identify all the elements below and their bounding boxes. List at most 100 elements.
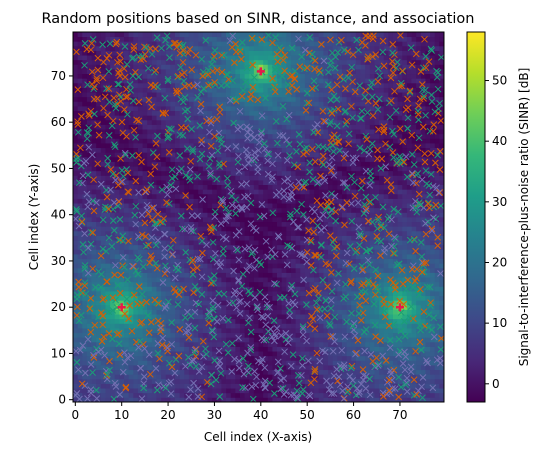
heatmap-cell	[137, 267, 143, 273]
heatmap-cell	[105, 198, 111, 204]
heatmap-cell	[244, 272, 250, 278]
heatmap-cell	[235, 115, 241, 121]
heatmap-cell	[290, 337, 296, 343]
heatmap-cell	[212, 267, 218, 273]
heatmap-cell	[193, 207, 199, 213]
heatmap-cell	[133, 383, 139, 389]
heatmap-cell	[253, 295, 259, 301]
heatmap-cell	[147, 119, 153, 125]
heatmap-cell	[202, 230, 208, 236]
heatmap-cell	[369, 365, 375, 371]
heatmap-cell	[165, 360, 171, 366]
heatmap-cell	[188, 318, 194, 324]
heatmap-cell	[300, 291, 306, 297]
heatmap-cell	[406, 300, 412, 306]
heatmap-cell	[244, 332, 250, 338]
heatmap-cell	[392, 328, 399, 334]
heatmap-cell	[258, 184, 264, 190]
heatmap-cell	[114, 221, 120, 227]
heatmap-cell	[77, 226, 83, 232]
heatmap-cell	[406, 258, 412, 264]
heatmap-cell	[434, 388, 440, 394]
heatmap-cell	[416, 300, 422, 306]
heatmap-cell	[239, 170, 245, 176]
heatmap-cell	[221, 189, 227, 195]
heatmap-cell	[198, 277, 204, 283]
heatmap-cell	[86, 175, 92, 181]
heatmap-cell	[397, 369, 403, 375]
heatmap-cell	[73, 263, 79, 269]
heatmap-cell	[439, 133, 444, 139]
heatmap-cell	[272, 184, 278, 190]
heatmap-cell	[114, 328, 120, 334]
heatmap-cell	[337, 374, 343, 380]
heatmap-cell	[235, 212, 241, 218]
heatmap-cell	[133, 244, 139, 250]
heatmap-cell	[96, 156, 102, 162]
heatmap-cell	[184, 291, 190, 297]
heatmap-cell	[300, 166, 306, 172]
heatmap-cell	[295, 152, 301, 158]
heatmap-cell	[430, 235, 436, 241]
heatmap-cell	[434, 240, 440, 246]
heatmap-cell	[110, 156, 116, 162]
heatmap-cell	[430, 221, 436, 227]
heatmap-cell	[439, 351, 444, 357]
heatmap-cell	[226, 267, 232, 273]
heatmap-cell	[365, 318, 371, 324]
heatmap-cell	[207, 244, 213, 250]
heatmap-cell	[73, 230, 79, 236]
heatmap-cell	[328, 291, 334, 297]
heatmap-cell	[323, 383, 329, 389]
heatmap-cell	[188, 170, 194, 176]
heatmap-cell	[425, 198, 431, 204]
heatmap-cell	[77, 184, 83, 190]
heatmap-cell	[277, 244, 283, 250]
heatmap-cell	[267, 397, 273, 402]
heatmap-cell	[239, 314, 245, 320]
heatmap-cell	[300, 295, 306, 301]
heatmap-cell	[351, 314, 357, 320]
heatmap-cell	[374, 351, 380, 357]
heatmap-cell	[397, 203, 403, 209]
heatmap-cell	[439, 152, 444, 158]
heatmap-cell	[226, 189, 232, 195]
heatmap-cell	[82, 235, 88, 241]
heatmap-cell	[369, 332, 375, 338]
heatmap-cell	[235, 221, 241, 227]
heatmap-cell	[110, 341, 116, 347]
heatmap-cell	[341, 337, 348, 343]
heatmap-cell	[351, 337, 357, 343]
heatmap-cell	[96, 124, 102, 130]
heatmap-cell	[267, 272, 273, 278]
heatmap-cell	[119, 221, 125, 227]
heatmap-cell	[105, 249, 111, 255]
heatmap-cell	[420, 392, 426, 398]
heatmap-cell	[290, 138, 296, 144]
heatmap-cell	[165, 277, 171, 283]
heatmap-cell	[156, 360, 162, 366]
heatmap-cell	[128, 332, 134, 338]
heatmap-cell	[281, 304, 287, 310]
heatmap-cell	[82, 328, 88, 334]
heatmap-cell	[346, 355, 352, 361]
heatmap-cell	[96, 152, 102, 158]
heatmap-cell	[374, 281, 380, 287]
heatmap-cell	[110, 138, 116, 144]
heatmap-cell	[198, 170, 204, 176]
heatmap-cell	[184, 184, 190, 190]
heatmap-cell	[244, 341, 250, 347]
heatmap-cell	[337, 263, 343, 269]
heatmap-cell	[110, 235, 116, 241]
heatmap-cell	[179, 240, 185, 246]
heatmap-cell	[337, 378, 343, 384]
heatmap-cell	[374, 230, 380, 236]
heatmap-cell	[253, 198, 259, 204]
heatmap-cell	[193, 203, 199, 209]
heatmap-cell	[295, 156, 301, 162]
heatmap-cell	[110, 161, 116, 167]
heatmap-cell	[272, 286, 278, 292]
heatmap-cell	[82, 300, 88, 306]
heatmap-cell	[77, 129, 83, 135]
heatmap-cell	[402, 351, 408, 357]
